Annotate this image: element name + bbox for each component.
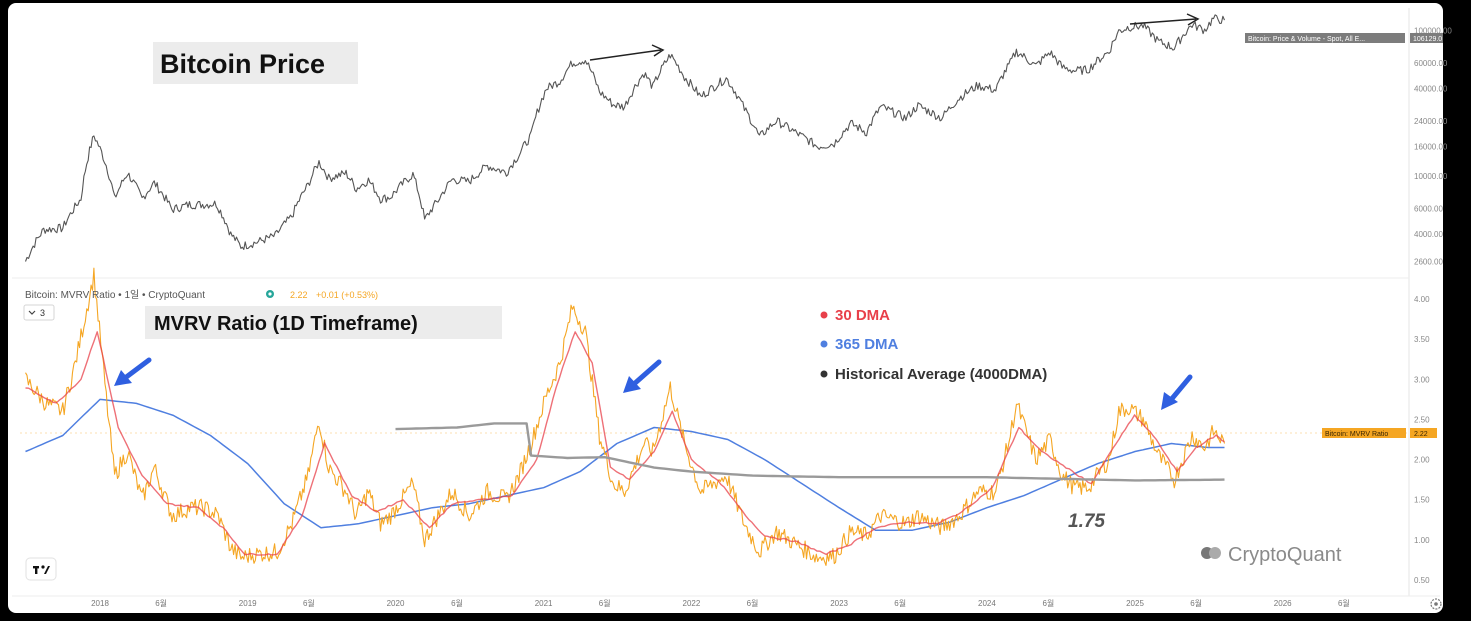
x-tick-label: 2021 — [535, 599, 553, 608]
x-tick-label: 2026 — [1274, 599, 1292, 608]
legend-label-historical: Historical Average (4000DMA) — [835, 366, 1047, 383]
indicator-collapse-button[interactable]: 3 — [23, 304, 55, 321]
mvrv-tag-value: 2.22 — [1414, 431, 1428, 438]
x-tick-label: 2020 — [387, 599, 405, 608]
legend-label-30dma: 30 DMA — [835, 307, 890, 324]
x-tick-label: 2019 — [239, 599, 257, 608]
mvrv-series-historical-average-4000dma — [395, 422, 1225, 482]
price-y-tick-label: 6000.00 — [1414, 205, 1443, 214]
mvrv-header-value: 2.22 — [290, 290, 308, 300]
price-title: Bitcoin Price — [160, 49, 325, 79]
mvrv-y-tick-label: 4.00 — [1414, 295, 1430, 304]
mvrv-y-tick-label: 1.00 — [1414, 536, 1430, 545]
price-y-tick-label: 40000.00 — [1414, 85, 1448, 94]
x-tick-label: 6월 — [747, 598, 759, 608]
price-series-line — [24, 14, 1226, 262]
mvrv-y-tick-label: 3.00 — [1414, 375, 1430, 384]
price-tag-label-box — [1245, 33, 1405, 43]
mvrv-header: Bitcoin: MVRV Ratio • 1일 • CryptoQuant — [25, 289, 205, 301]
chart-background — [8, 3, 1443, 613]
mvrv-title-box — [145, 306, 502, 339]
mvrv-tag-label: Bitcoin: MVRV Ratio — [1325, 431, 1388, 438]
legend-label-365dma: 365 DMA — [835, 336, 899, 353]
tradingview-logo-icon[interactable] — [25, 557, 57, 581]
mvrv-series-mvrv — [25, 267, 1226, 566]
x-tick-label: 2023 — [830, 599, 848, 608]
mvrv-y-tick-label: 3.50 — [1414, 335, 1430, 344]
watermark: CryptoQuant — [1201, 544, 1342, 566]
price-y-tick-label: 2600.00 — [1414, 257, 1443, 266]
indicator-count: 3 — [40, 308, 45, 318]
blue-arrow-annotation — [1161, 374, 1193, 410]
mvrv-y-tick-label: 2.00 — [1414, 456, 1430, 465]
x-tick-label: 6월 — [451, 598, 463, 608]
price-tag-label: Bitcoin: Price & Volume - Spot, All E... — [1248, 36, 1365, 43]
mvrv-y-tick-label: 1.50 — [1414, 496, 1430, 505]
x-tick-label: 2018 — [91, 599, 109, 608]
blue-arrow-annotation — [114, 357, 152, 386]
x-tick-label: 2024 — [978, 599, 996, 608]
price-y-tick-label: 4000.00 — [1414, 230, 1443, 239]
legend-dot-30dma — [820, 311, 828, 319]
x-tick-label: 6월 — [303, 598, 315, 608]
mvrv-y-tick-label: 0.50 — [1414, 576, 1430, 585]
mvrv-header-change: +0.01 (+0.53%) — [316, 290, 378, 300]
chevron-down-icon — [28, 310, 36, 315]
x-tick-label: 6월 — [1338, 598, 1350, 608]
x-tick-label: 2025 — [1126, 599, 1144, 608]
price-tag-value: 106129.0 — [1413, 36, 1442, 43]
annotation-value: 1.75 — [1068, 511, 1105, 532]
x-tick-label: 6월 — [1190, 598, 1202, 608]
price-y-tick-label: 16000.00 — [1414, 143, 1448, 152]
legend-dot-historical — [820, 370, 828, 378]
x-tick-label: 6월 — [155, 598, 167, 608]
x-tick-label: 6월 — [599, 598, 611, 608]
price-y-tick-label: 24000.00 — [1414, 117, 1448, 126]
watermark-text: CryptoQuant — [1228, 544, 1342, 566]
x-tick-label: 6월 — [1042, 598, 1054, 608]
price-y-tick-label: 60000.00 — [1414, 59, 1448, 68]
mvrv-series-30-dma — [25, 331, 1225, 556]
x-tick-label: 6월 — [894, 598, 906, 608]
price-y-tick-label: 10000.00 — [1414, 172, 1448, 181]
legend: 30 DMA 365 DMA Historical Average (4000D… — [820, 307, 1047, 383]
x-tick-label: 2022 — [683, 599, 701, 608]
arrow-annotation — [589, 44, 665, 61]
mvrv-y-tick-label: 2.50 — [1414, 415, 1430, 424]
price-tag-value-box — [1410, 33, 1443, 43]
mvrv-tag-value-box — [1410, 428, 1437, 438]
blue-arrow-annotation — [623, 359, 662, 393]
mvrv-tag-label-box — [1322, 428, 1406, 438]
price-y-tick-label: 100000.00 — [1414, 27, 1452, 36]
mvrv-series-365-dma — [25, 398, 1225, 531]
settings-gear-icon[interactable] — [1430, 598, 1442, 610]
cryptoquant-logo-icon-part — [1209, 547, 1221, 559]
arrow-annotation — [1129, 13, 1200, 26]
price-title-box — [153, 42, 358, 84]
mvrv-title: MVRV Ratio (1D Timeframe) — [154, 313, 418, 335]
legend-dot-365dma — [820, 340, 828, 348]
eye-pupil-icon — [268, 292, 272, 296]
